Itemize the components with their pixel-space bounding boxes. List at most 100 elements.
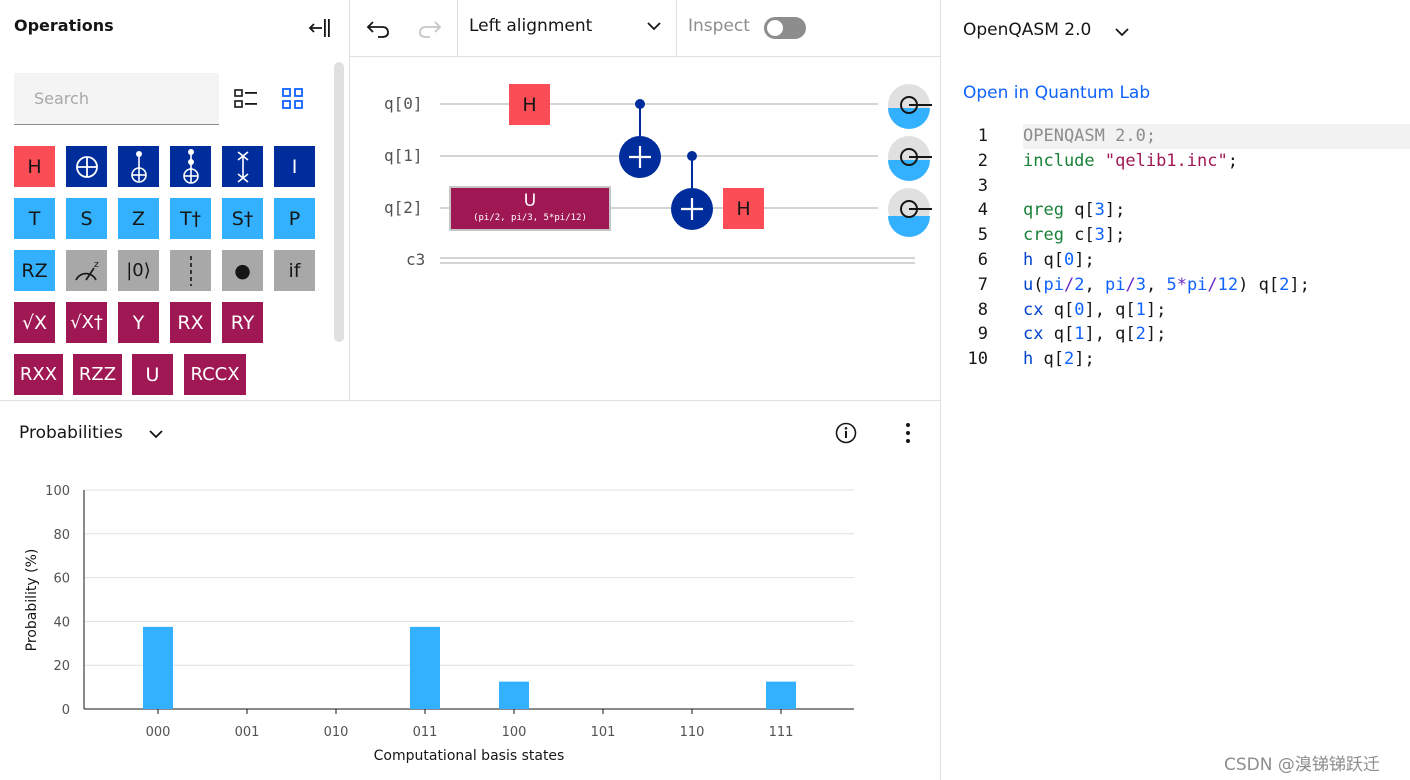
gate-u[interactable]: U — [132, 354, 173, 395]
chevron-down-icon[interactable] — [148, 428, 164, 440]
circuit-gate-h[interactable]: H — [723, 188, 764, 229]
toolbar-divider — [457, 0, 458, 57]
gate-ry[interactable]: RY — [222, 302, 263, 343]
gate-t[interactable]: T† — [170, 198, 211, 239]
code-line[interactable]: 8 cx q[0], q[1]; — [950, 298, 1410, 323]
gate-0[interactable]: |0⟩ — [118, 250, 159, 291]
overflow-menu-button[interactable] — [896, 421, 920, 445]
oplus-icon — [74, 154, 100, 180]
probabilities-panel: Probabilities — [0, 400, 940, 780]
grid-view-button[interactable] — [281, 87, 305, 111]
gate-label: √X† — [70, 312, 103, 333]
list-view-icon — [234, 89, 257, 108]
gate-x[interactable]: √X† — [66, 302, 107, 343]
bar-011 — [410, 626, 440, 709]
alignment-dropdown[interactable]: Left alignment — [469, 16, 593, 36]
cnot-control-dot — [687, 151, 697, 161]
code-line[interactable]: 2 include "qelib1.inc"; — [950, 149, 1410, 174]
gate-s[interactable]: S — [66, 198, 107, 239]
bar-111 — [766, 681, 796, 709]
code-line[interactable]: 5 creg c[3]; — [950, 223, 1410, 248]
gate-label: RXX — [19, 364, 58, 385]
gate-[interactable]: ● — [222, 250, 263, 291]
circuit-toolbar — [350, 0, 940, 57]
cnot-icon — [128, 149, 150, 185]
gate-t[interactable]: T — [14, 198, 55, 239]
gate-rxx[interactable]: RXX — [14, 354, 63, 395]
gate-rx[interactable]: RX — [170, 302, 211, 343]
chevron-down-icon[interactable] — [646, 20, 662, 32]
info-button[interactable] — [835, 422, 857, 444]
visualization-dropdown[interactable]: Probabilities — [19, 423, 123, 443]
gate-label: U — [145, 363, 160, 386]
operations-title: Operations — [14, 16, 114, 35]
gate-toffoli[interactable] — [170, 146, 211, 187]
circuit-canvas[interactable]: q[0] q[1] q[2] c3 — [350, 58, 940, 400]
watermark: CSDN @溴锑锑跃迁 — [1224, 755, 1380, 775]
qubit-state-indicator — [888, 136, 932, 181]
code-editor-panel — [940, 0, 1410, 780]
x-tick-label: 011 — [413, 725, 438, 740]
collapse-panel-button[interactable] — [306, 14, 334, 42]
line-number: 2 — [977, 150, 988, 171]
language-dropdown[interactable]: OpenQASM 2.0 — [963, 20, 1092, 40]
gate-label: I — [291, 155, 298, 178]
gate-z[interactable]: Z — [118, 198, 159, 239]
code-text: u(pi/2, pi/3, 5*pi/12) q[2]; — [1023, 274, 1310, 295]
code-line[interactable]: 3 — [950, 174, 1410, 199]
list-view-button[interactable] — [232, 87, 260, 111]
toolbar-divider — [676, 0, 677, 57]
qubit-state-indicator — [888, 84, 932, 129]
code-line[interactable]: 7 u(pi/2, pi/3, 5*pi/12) q[2]; — [950, 273, 1410, 298]
circuit-gate-u[interactable]: U (pi/2, pi/3, 5*pi/12) — [449, 186, 611, 231]
code-text: h q[0]; — [1023, 249, 1095, 270]
code-text: h q[2]; — [1023, 349, 1095, 370]
gate-i[interactable]: I — [274, 146, 315, 187]
gate-y[interactable]: Y — [118, 302, 159, 343]
code-text: creg c[3]; — [1023, 225, 1126, 246]
gate-label: P — [288, 207, 301, 230]
gate-s[interactable]: S† — [222, 198, 263, 239]
redo-icon — [419, 21, 442, 38]
code-line[interactable]: 9 cx q[1], q[2]; — [950, 322, 1410, 347]
redo-button[interactable] — [416, 16, 444, 40]
y-tick-label: 0 — [62, 703, 70, 718]
info-icon — [835, 422, 857, 444]
code-line[interactable]: 4 qreg q[3]; — [950, 198, 1410, 223]
gate-h[interactable]: H — [14, 146, 55, 187]
gate-label: if — [288, 259, 301, 282]
gate-if[interactable]: if — [274, 250, 315, 291]
y-tick-label: 20 — [53, 659, 70, 674]
code-line[interactable]: 1 OPENQASM 2.0; — [950, 124, 1410, 149]
gate-measure[interactable]: z — [66, 250, 107, 291]
gate-rzz[interactable]: RZZ — [73, 354, 122, 395]
line-number: 1 — [977, 126, 988, 146]
gate-label: RX — [177, 311, 204, 334]
undo-button[interactable] — [364, 16, 392, 40]
x-tick-label: 000 — [146, 725, 171, 740]
gate-cnot[interactable] — [118, 146, 159, 187]
operations-scrollbar[interactable] — [334, 62, 344, 342]
code-line[interactable]: 10 h q[2]; — [950, 347, 1410, 372]
gate-label: T† — [179, 207, 202, 230]
line-number: 5 — [977, 225, 988, 246]
gate-barrier[interactable] — [170, 250, 211, 291]
gate-oplus[interactable] — [66, 146, 107, 187]
gate-rz[interactable]: RZ — [14, 250, 55, 291]
gate-rccx[interactable]: RCCX — [184, 354, 246, 395]
y-tick-label: 80 — [53, 528, 70, 543]
inspect-toggle[interactable] — [764, 17, 806, 39]
open-in-quantum-lab-link[interactable]: Open in Quantum Lab — [963, 83, 1151, 103]
gate-p[interactable]: P — [274, 198, 315, 239]
y-tick-label: 60 — [53, 572, 70, 587]
line-number: 4 — [977, 200, 988, 221]
code-line[interactable]: 6 h q[0]; — [950, 248, 1410, 273]
gate-swap[interactable] — [222, 146, 263, 187]
search-input[interactable] — [14, 73, 219, 125]
gate-x[interactable]: √X — [14, 302, 55, 343]
gate-label: T — [28, 207, 41, 230]
code-editor[interactable]: 1 OPENQASM 2.0; 2 include "qelib1.inc"; 3 4 qr… — [950, 124, 1410, 372]
chevron-down-icon[interactable] — [1114, 26, 1130, 38]
code-text: include "qelib1.inc"; — [1023, 150, 1238, 171]
circuit-gate-h[interactable]: H — [509, 84, 550, 125]
